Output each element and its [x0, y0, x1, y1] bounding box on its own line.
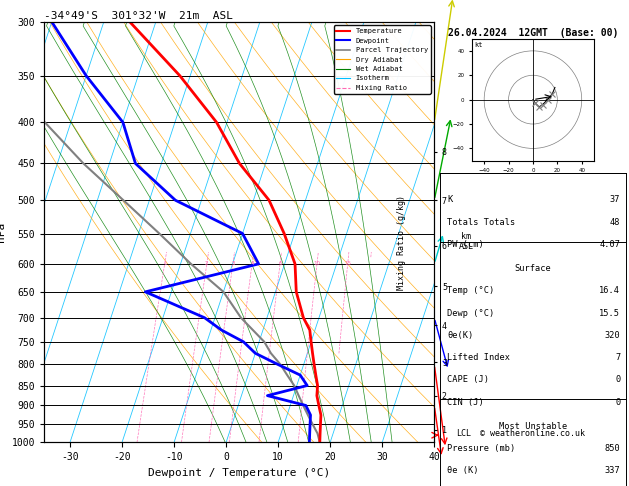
Text: LCL: LCL [456, 429, 470, 438]
Text: Surface: Surface [515, 264, 551, 273]
Text: 7: 7 [615, 353, 620, 362]
X-axis label: Dewpoint / Temperature (°C): Dewpoint / Temperature (°C) [148, 468, 330, 478]
Text: CAPE (J): CAPE (J) [447, 375, 489, 384]
Text: θe (K): θe (K) [447, 466, 479, 475]
Text: Dewp (°C): Dewp (°C) [447, 309, 495, 317]
Text: © weatheronline.co.uk: © weatheronline.co.uk [481, 429, 586, 438]
Text: Totals Totals: Totals Totals [447, 218, 516, 227]
Text: 16.4: 16.4 [599, 286, 620, 295]
Legend: Temperature, Dewpoint, Parcel Trajectory, Dry Adiabat, Wet Adiabat, Isotherm, Mi: Temperature, Dewpoint, Parcel Trajectory… [333, 25, 431, 94]
Text: CIN (J): CIN (J) [447, 398, 484, 407]
Text: PW (cm): PW (cm) [447, 240, 484, 249]
Text: 26.04.2024  12GMT  (Base: 00): 26.04.2024 12GMT (Base: 00) [448, 28, 618, 38]
Text: -34°49'S  301°32'W  21m  ASL: -34°49'S 301°32'W 21m ASL [44, 11, 233, 21]
Text: 1: 1 [163, 261, 167, 266]
Text: 10: 10 [313, 261, 321, 266]
Text: 4.07: 4.07 [599, 240, 620, 249]
Text: 3: 3 [231, 261, 235, 266]
Text: 320: 320 [604, 331, 620, 340]
Text: Temp (°C): Temp (°C) [447, 286, 495, 295]
Text: 4: 4 [250, 261, 253, 266]
Text: Most Unstable: Most Unstable [499, 422, 567, 431]
Text: θe(K): θe(K) [447, 331, 474, 340]
Text: Pressure (mb): Pressure (mb) [447, 444, 516, 453]
Text: 337: 337 [604, 466, 620, 475]
Text: 15.5: 15.5 [599, 309, 620, 317]
Y-axis label: km
ASL: km ASL [459, 232, 474, 251]
Text: 0: 0 [615, 375, 620, 384]
Text: 48: 48 [610, 218, 620, 227]
Text: 37: 37 [610, 195, 620, 205]
Text: 850: 850 [604, 444, 620, 453]
Y-axis label: hPa: hPa [0, 222, 6, 242]
Text: 0: 0 [615, 398, 620, 407]
Text: 6: 6 [278, 261, 282, 266]
Text: Mixing Ratio (g/kg): Mixing Ratio (g/kg) [397, 195, 406, 291]
Text: Lifted Index: Lifted Index [447, 353, 511, 362]
Text: 2: 2 [205, 261, 209, 266]
Text: K: K [447, 195, 453, 205]
Text: 15: 15 [344, 261, 351, 266]
